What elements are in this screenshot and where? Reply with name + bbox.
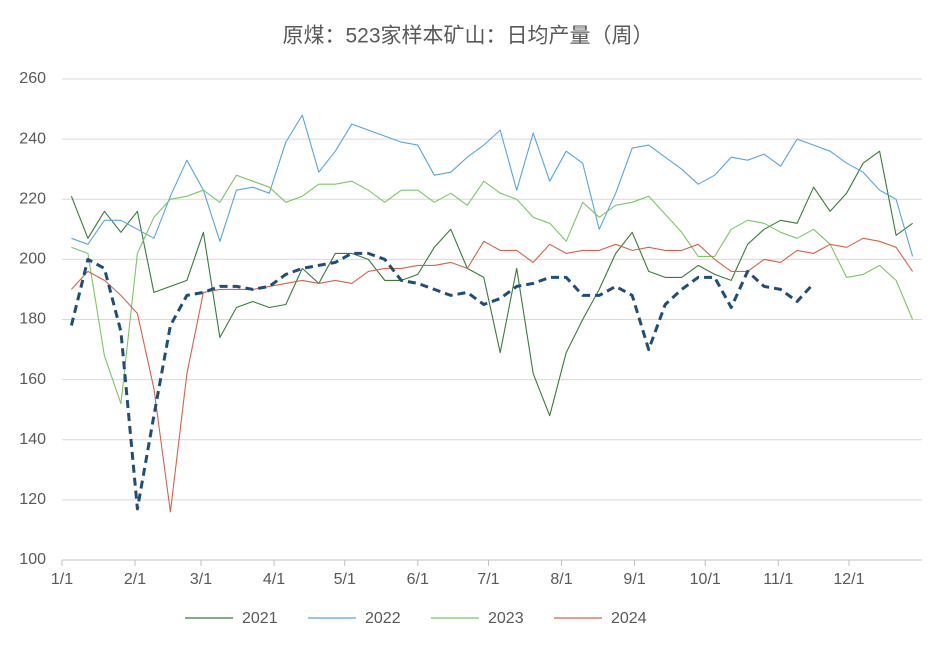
- series-line: [71, 114, 914, 257]
- y-tick-label: 200: [19, 251, 46, 268]
- y-tick-label: 180: [19, 311, 46, 328]
- x-tick-label: 8/1: [550, 571, 572, 588]
- legend-label: 2022: [365, 610, 401, 627]
- x-tick-label: 1/1: [51, 571, 73, 588]
- series-line: [70, 150, 913, 417]
- series-line: [69, 251, 815, 511]
- y-tick-label: 220: [19, 190, 46, 207]
- legend-label: 2023: [488, 610, 524, 627]
- y-tick-label: 240: [19, 130, 46, 147]
- y-tick-label: 160: [19, 371, 46, 388]
- x-tick-label: 4/1: [263, 571, 285, 588]
- y-tick-label: 260: [19, 70, 46, 87]
- x-tick-label: 5/1: [334, 571, 356, 588]
- legend-label: 2024: [611, 610, 647, 627]
- x-tick-label: 7/1: [477, 571, 499, 588]
- x-tick-label: 12/1: [833, 571, 864, 588]
- x-tick-label: 9/1: [623, 571, 645, 588]
- x-tick-label: 3/1: [190, 571, 212, 588]
- y-tick-label: 100: [19, 551, 46, 568]
- y-tick-label: 140: [19, 431, 46, 448]
- x-tick-label: 2/1: [124, 571, 146, 588]
- legend-label: 2021: [242, 610, 278, 627]
- series-line: [71, 174, 914, 405]
- x-tick-label: 10/1: [690, 571, 721, 588]
- x-tick-label: 11/1: [763, 571, 793, 588]
- chart-title: 原煤：523家样本矿山：日均产量（周）: [282, 25, 653, 48]
- x-tick-label: 6/1: [407, 571, 429, 588]
- y-tick-label: 120: [19, 491, 46, 508]
